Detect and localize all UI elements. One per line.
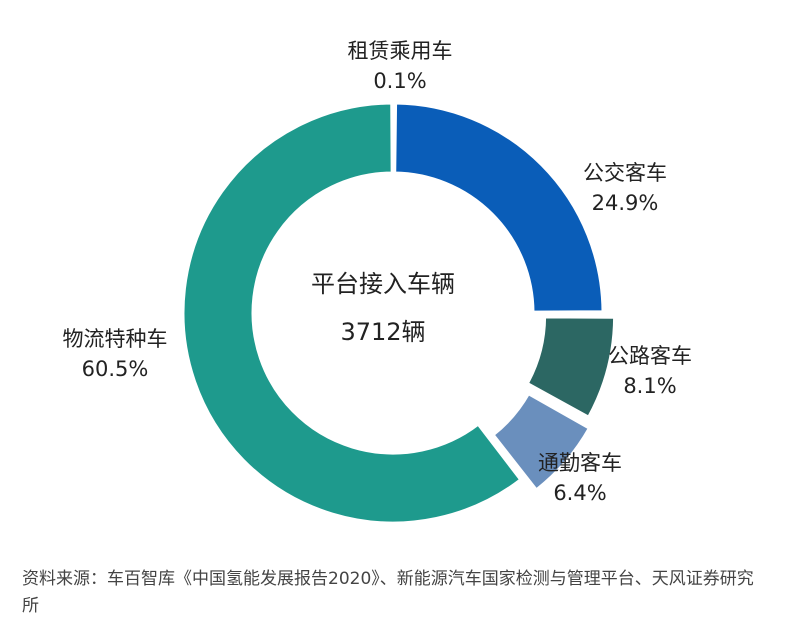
slice-label-1: 公交客车 <box>583 161 667 185</box>
slice-percent-1: 24.9% <box>592 191 659 215</box>
center-title: 平台接入车辆 <box>311 270 455 298</box>
slice-label-0: 租赁乘用车 <box>348 39 453 63</box>
slice-percent-3: 6.4% <box>553 481 606 505</box>
slice-label-3: 通勤客车 <box>538 451 622 475</box>
center-value: 3712辆 <box>340 318 425 346</box>
donut-slices <box>181 101 617 525</box>
slice-2 <box>525 315 617 420</box>
slice-3 <box>491 391 592 492</box>
chart-canvas: 租赁乘用车 0.1% 公交客车 24.9% 公路客车 8.1% 通勤客车 6.4% 物流特种车 6… <box>63 39 693 525</box>
slice-1 <box>393 101 605 314</box>
slice-percent-4: 60.5% <box>82 357 149 381</box>
source-note: 资料来源：车百智库《中国氢能发展报告2020》、新能源汽车国家检测与管理平台、天… <box>22 569 754 616</box>
slice-percent-0: 0.1% <box>373 69 426 93</box>
donut-chart: 租赁乘用车 0.1% 公交客车 24.9% 公路客车 8.1% 通勤客车 6.4% 物流特种车 6… <box>63 39 693 525</box>
slice-label-2: 公路客车 <box>608 344 692 368</box>
slice-labels: 租赁乘用车 0.1% 公交客车 24.9% 公路客车 8.1% 通勤客车 6.4% 物流特种车 6… <box>63 39 693 505</box>
slice-percent-2: 8.1% <box>623 374 676 398</box>
slice-label-4: 物流特种车 <box>63 327 168 351</box>
slice-4 <box>181 101 523 525</box>
